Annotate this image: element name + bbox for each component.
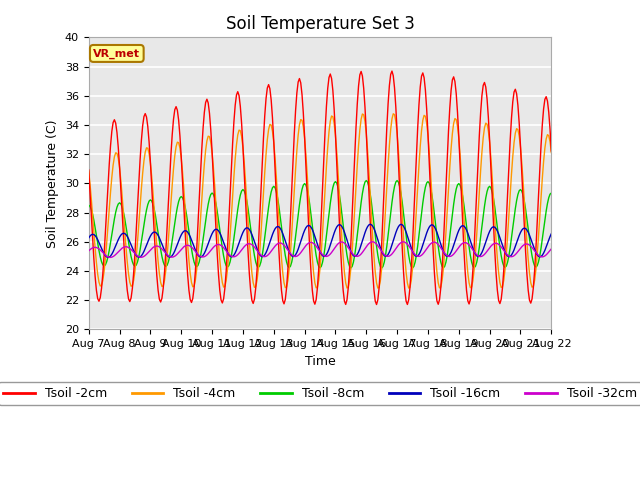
Y-axis label: Soil Temperature (C): Soil Temperature (C) [46,119,59,248]
X-axis label: Time: Time [305,355,335,368]
Text: VR_met: VR_met [93,48,140,59]
Title: Soil Temperature Set 3: Soil Temperature Set 3 [225,15,415,33]
Legend: Tsoil -2cm, Tsoil -4cm, Tsoil -8cm, Tsoil -16cm, Tsoil -32cm: Tsoil -2cm, Tsoil -4cm, Tsoil -8cm, Tsoi… [0,382,640,405]
